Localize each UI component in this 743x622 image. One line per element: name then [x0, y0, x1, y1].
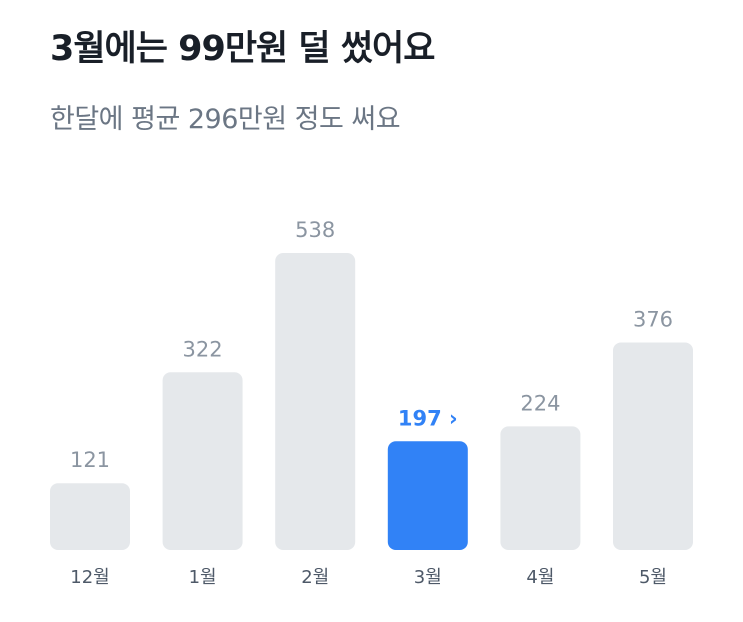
month-tick-label: 4월	[526, 567, 554, 588]
bar[interactable]	[50, 483, 130, 550]
page-title: 3월에는 99만원 덜 썼어요	[50, 29, 435, 69]
month-tick-label: 1월	[189, 567, 217, 588]
bar-group-1[interactable]: 121 12월	[50, 448, 130, 588]
value-label: 121	[70, 448, 110, 472]
bar-selected[interactable]	[387, 441, 468, 550]
value-label: 224	[520, 391, 560, 415]
value-label: 376	[633, 307, 673, 331]
bar-group-2[interactable]: 322 1월	[162, 337, 243, 588]
bar[interactable]	[275, 253, 356, 551]
bar-group-4[interactable]: 197 › 3월	[387, 406, 468, 588]
value-label: 322	[183, 337, 223, 361]
bar[interactable]	[162, 372, 243, 550]
bar[interactable]	[500, 426, 581, 550]
bar-group-6[interactable]: 376 5월	[613, 307, 693, 588]
month-tick-label: 2월	[301, 567, 329, 588]
month-tick-label: 5월	[639, 567, 667, 588]
chart-header: 3월에는 99만원 덜 썼어요 한달에 평균 296만원 정도 써요	[50, 24, 730, 138]
value-label: 538	[295, 218, 335, 242]
bar[interactable]	[613, 342, 693, 550]
page-subtitle: 한달에 평균 296만원 정도 써요	[50, 104, 401, 135]
bar-group-3[interactable]: 538 2월	[275, 218, 356, 588]
bar-group-5[interactable]: 224 4월	[500, 391, 581, 588]
value-label-selected[interactable]: 197 ›	[398, 406, 458, 430]
month-tick-label: 12월	[70, 567, 109, 588]
month-tick-label: 3월	[414, 567, 442, 588]
